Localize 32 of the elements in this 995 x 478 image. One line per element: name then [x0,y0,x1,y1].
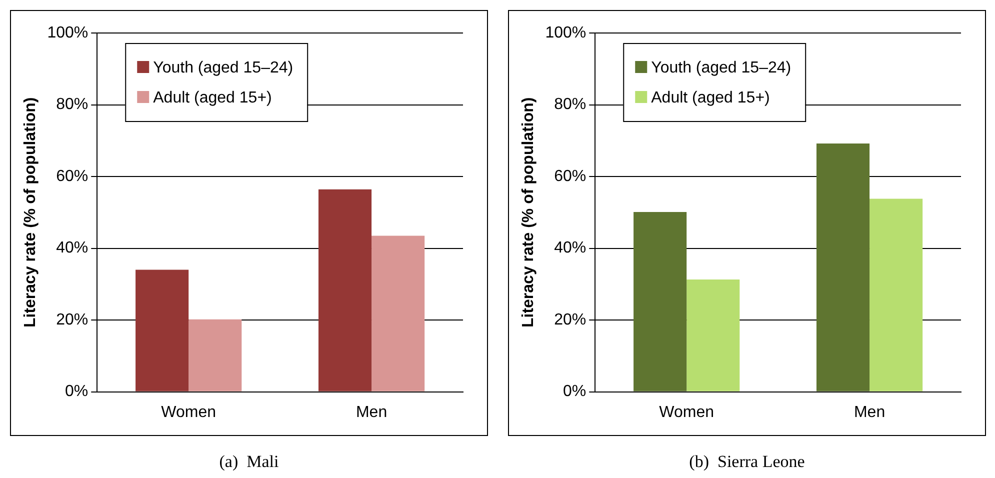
bar [318,189,372,392]
bar [634,212,687,392]
text: (b) Sierra Leone [689,452,805,472]
y-axis-title: Literacy rate (% of population) [22,97,40,328]
x-tick-label: Women [659,404,714,421]
y-tick-label: 0% [64,383,88,400]
bar [870,198,923,392]
y-tick-label: 20% [56,311,88,328]
x-tick-label: Men [854,404,886,421]
y-tick-label: 100% [545,24,586,42]
legend-label: Adult (aged 15+) [153,89,272,106]
text: (a) Mali [219,452,279,472]
y-tick-label: 80% [554,96,586,114]
legend-label: Youth (aged 15–24) [153,59,294,76]
y-tick-label: 0% [562,383,586,400]
bar [188,319,242,392]
x-tick-label: Women [161,404,216,421]
bar [816,144,870,392]
y-tick-label: 40% [56,240,88,257]
y-tick-label: 60% [554,168,586,185]
y-tick-label: 60% [56,168,88,185]
y-tick-label: 20% [554,311,586,328]
x-tick-label: Men [356,404,388,421]
y-tick-label: 80% [56,96,88,114]
bar [136,270,189,392]
y-axis-title: Literacy rate (% of population) [520,97,538,328]
bar [686,279,740,392]
bar [372,236,425,392]
y-tick-label: 40% [554,240,586,257]
legend-label: Adult (aged 15+) [651,89,770,106]
legend-label: Youth (aged 15–24) [651,59,792,76]
y-tick-label: 100% [47,24,88,42]
